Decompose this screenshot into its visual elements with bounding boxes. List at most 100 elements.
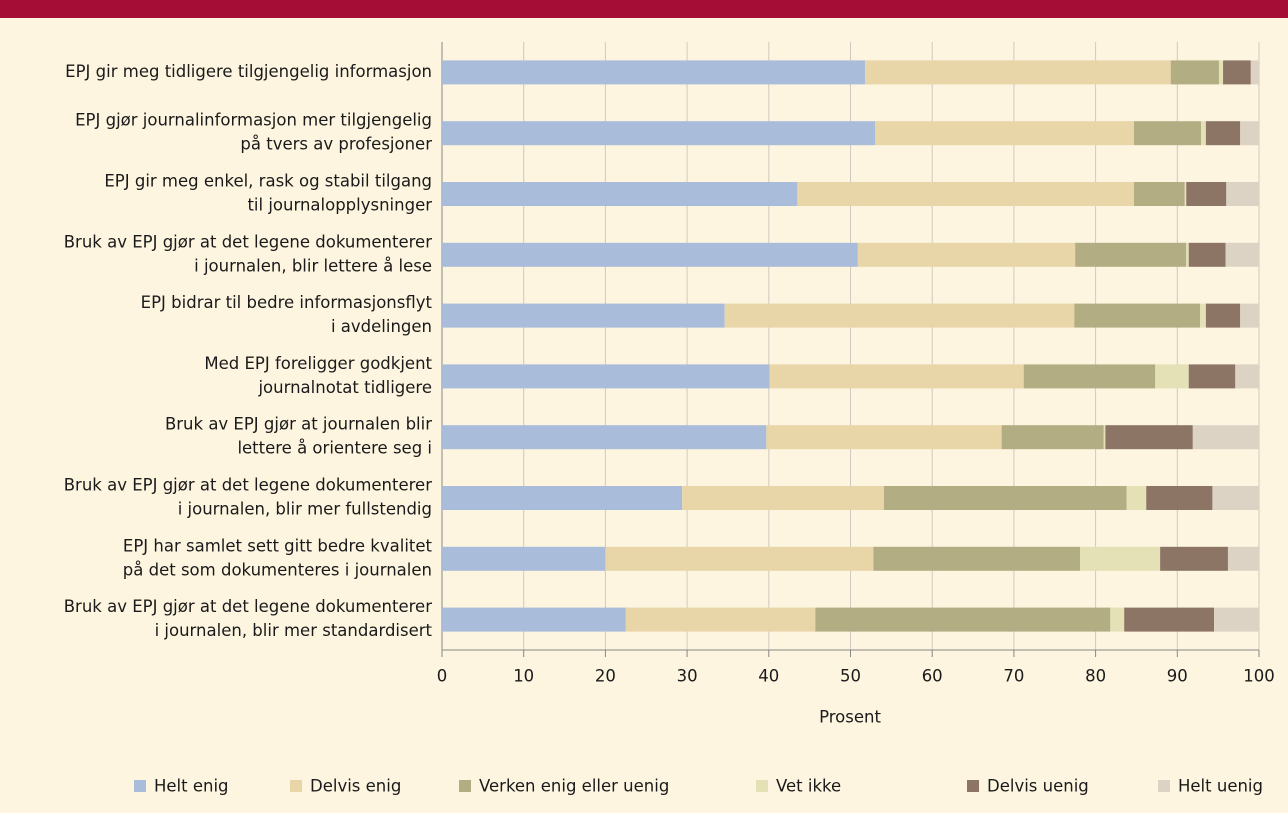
y-tick-label: i journalen, blir mer standardisert bbox=[155, 621, 433, 640]
bar-segment bbox=[442, 242, 858, 267]
y-tick-label: Med EPJ foreligger godkjent bbox=[204, 354, 432, 373]
legend-swatch bbox=[459, 780, 471, 792]
x-tick-label: 10 bbox=[513, 667, 534, 686]
bar-segment bbox=[442, 486, 683, 510]
y-tick-label: Bruk av EPJ gjør at det legene dokumente… bbox=[64, 476, 432, 495]
bar-segment bbox=[1110, 607, 1125, 632]
y-tick-label: lettere å orientere seg i bbox=[237, 439, 432, 458]
bar-segment bbox=[1075, 242, 1187, 267]
x-tick-label: 90 bbox=[1167, 667, 1188, 686]
legend-label: Helt enig bbox=[154, 777, 229, 796]
x-tick-label: 0 bbox=[437, 667, 448, 686]
bar-segment bbox=[1105, 425, 1193, 450]
bar-segment bbox=[1205, 303, 1241, 328]
y-tick-label: Bruk av EPJ gjør at det legene dokumente… bbox=[64, 232, 432, 251]
legend-swatch bbox=[134, 780, 146, 792]
legend-label: Helt uenig bbox=[1178, 777, 1263, 796]
bar-segment bbox=[1023, 364, 1156, 389]
bar-segment bbox=[1184, 182, 1187, 206]
x-tick-label: 70 bbox=[1003, 667, 1024, 686]
bar-segment bbox=[1186, 242, 1189, 267]
bar-segment bbox=[442, 546, 606, 571]
bar-segment bbox=[724, 303, 1075, 328]
bar-segment bbox=[442, 121, 876, 146]
y-tick-label: i avdelingen bbox=[331, 317, 432, 336]
bar-segment bbox=[1212, 486, 1259, 510]
bar-segment bbox=[815, 607, 1111, 632]
y-tick-label: EPJ har samlet sett gitt bedre kvalitet bbox=[123, 536, 433, 555]
x-tick-label: 60 bbox=[922, 667, 943, 686]
y-tick-label: i journalen, blir mer fullstendig bbox=[178, 500, 432, 519]
bar-segment bbox=[873, 546, 1081, 571]
bar-segment bbox=[1133, 121, 1201, 146]
bar-segment bbox=[1227, 546, 1259, 571]
bar-segment bbox=[1235, 364, 1259, 389]
bar-segment bbox=[1133, 182, 1185, 206]
bar-segment bbox=[1218, 60, 1224, 85]
x-tick-label: 50 bbox=[840, 667, 861, 686]
bar-segment bbox=[1001, 425, 1104, 450]
y-tick-label: journalnotat tidligere bbox=[257, 378, 432, 397]
bar-segment bbox=[1074, 303, 1201, 328]
bar-segment bbox=[1214, 607, 1259, 632]
bar-segment bbox=[1223, 60, 1251, 85]
bar-segment bbox=[1103, 425, 1106, 450]
legend-label: Vet ikke bbox=[776, 777, 841, 796]
y-tick-label: Bruk av EPJ gjør at journalen blir bbox=[165, 415, 432, 434]
bar-segment bbox=[442, 303, 725, 328]
legend-swatch bbox=[967, 780, 979, 792]
x-tick-label: 20 bbox=[595, 667, 616, 686]
legend-label: Delvis enig bbox=[310, 777, 401, 796]
bar-segment bbox=[1126, 486, 1147, 510]
bar-segment bbox=[442, 607, 626, 632]
bar-segment bbox=[442, 425, 767, 450]
legend-swatch bbox=[756, 780, 768, 792]
bar-segment bbox=[1188, 364, 1236, 389]
bar-segment bbox=[875, 121, 1134, 146]
y-tick-label: på det som dokumenteres i journalen bbox=[123, 560, 432, 579]
bar-segment bbox=[1240, 303, 1259, 328]
bar-segment bbox=[682, 486, 884, 510]
bar-segment bbox=[442, 60, 866, 85]
bar-segment bbox=[1186, 182, 1227, 206]
bar-segment bbox=[1240, 121, 1259, 146]
x-tick-label: 40 bbox=[758, 667, 779, 686]
x-tick-label: 30 bbox=[677, 667, 698, 686]
bar-segment bbox=[1146, 486, 1213, 510]
bar-segment bbox=[865, 60, 1171, 85]
bar-segment bbox=[797, 182, 1134, 206]
bar-segment bbox=[1192, 425, 1259, 450]
y-tick-label: på tvers av profesjoner bbox=[240, 135, 432, 154]
legend-swatch bbox=[290, 780, 302, 792]
bar-segment bbox=[1155, 364, 1189, 389]
bar-segment bbox=[769, 364, 1024, 389]
y-tick-label: EPJ gir meg enkel, rask og stabil tilgan… bbox=[104, 172, 432, 191]
bar-segment bbox=[766, 425, 1002, 450]
legend-label: Delvis uenig bbox=[987, 777, 1089, 796]
bar-segment bbox=[1226, 182, 1259, 206]
bar-segment bbox=[1205, 121, 1241, 146]
y-tick-label: EPJ gjør journalinformasjon mer tilgjeng… bbox=[75, 111, 432, 130]
bar-segment bbox=[1200, 303, 1206, 328]
legend-swatch bbox=[1158, 780, 1170, 792]
legend-label: Verken enig eller uenig bbox=[479, 777, 669, 796]
bar-segment bbox=[1200, 121, 1206, 146]
bar-segment bbox=[1225, 242, 1259, 267]
x-tick-label: 80 bbox=[1085, 667, 1106, 686]
bar-segment bbox=[1170, 60, 1219, 85]
bar-segment bbox=[442, 182, 798, 206]
y-tick-label: EPJ gir meg tidligere tilgjengelig infor… bbox=[65, 62, 432, 81]
bar-segment bbox=[857, 242, 1076, 267]
bar-segment bbox=[883, 486, 1127, 510]
bar-segment bbox=[605, 546, 874, 571]
bar-segment bbox=[1080, 546, 1161, 571]
bar-segment bbox=[1124, 607, 1215, 632]
header-band bbox=[0, 0, 1288, 18]
y-tick-label: i journalen, blir lettere å lese bbox=[194, 256, 432, 275]
y-tick-label: EPJ bidrar til bedre informasjonsflyt bbox=[141, 293, 433, 312]
bar-segment bbox=[442, 364, 770, 389]
bar-segment bbox=[625, 607, 816, 632]
y-tick-label: Bruk av EPJ gjør at det legene dokumente… bbox=[64, 597, 432, 616]
x-tick-label: 100 bbox=[1243, 667, 1275, 686]
